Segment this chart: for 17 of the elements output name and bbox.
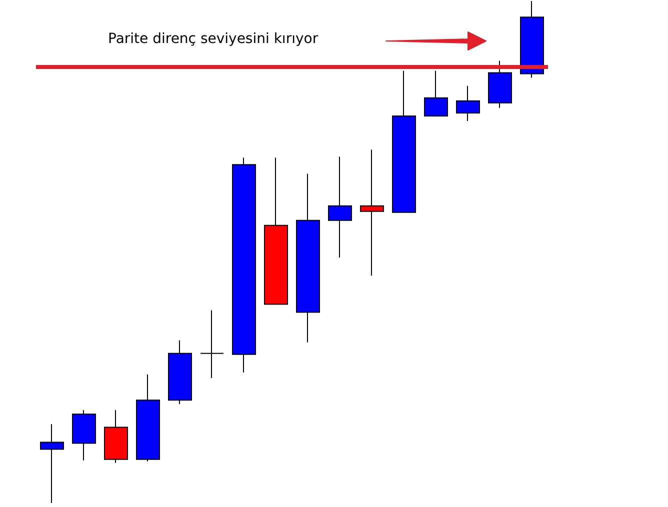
candlestick (40, 424, 64, 504)
candlestick (424, 70, 448, 116)
candlestick (456, 85, 480, 122)
candlestick (232, 157, 256, 373)
candlestick (360, 149, 384, 276)
candlestick (136, 374, 160, 462)
candlestick (104, 410, 128, 464)
annotation: Parite direnç seviyesini kırıyor (108, 31, 318, 47)
candlestick (328, 156, 352, 258)
candlestick (296, 173, 320, 343)
candlestick (392, 70, 416, 213)
candlestick (264, 157, 288, 305)
candlestick (488, 60, 512, 108)
candlestick (168, 340, 192, 405)
candlestick (72, 410, 96, 461)
candlestick (520, 0, 544, 78)
candlestick (200, 310, 224, 378)
